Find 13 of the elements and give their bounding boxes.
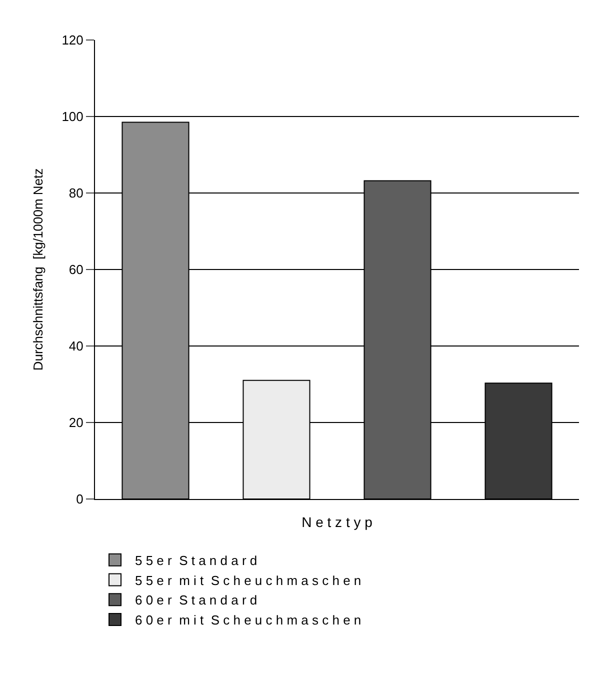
y-tick-label: 0: [76, 492, 84, 507]
legend-label: 6 0 e r m i t S c h e u c h m a s c h e n: [135, 612, 362, 628]
y-tick-label: 80: [68, 186, 84, 201]
legend-label: 6 0 e r S t a n d a r d: [135, 592, 258, 608]
legend-label: 5 5 e r m i t S c h e u c h m a s c h e n: [135, 572, 362, 588]
y-tick-label: 40: [68, 338, 84, 354]
y-tick-label: 60: [68, 262, 84, 278]
y-tick-label: 120: [62, 32, 84, 48]
y-axis-title: Durchschnittsfang [kg/1000m Netz: [30, 168, 46, 371]
y-tick-label: 20: [68, 415, 84, 430]
y-tick-label: 100: [62, 109, 84, 124]
legend-label: 5 5 e r S t a n d a r d: [135, 552, 258, 568]
x-axis-title: N e t z t y p: [302, 514, 373, 530]
